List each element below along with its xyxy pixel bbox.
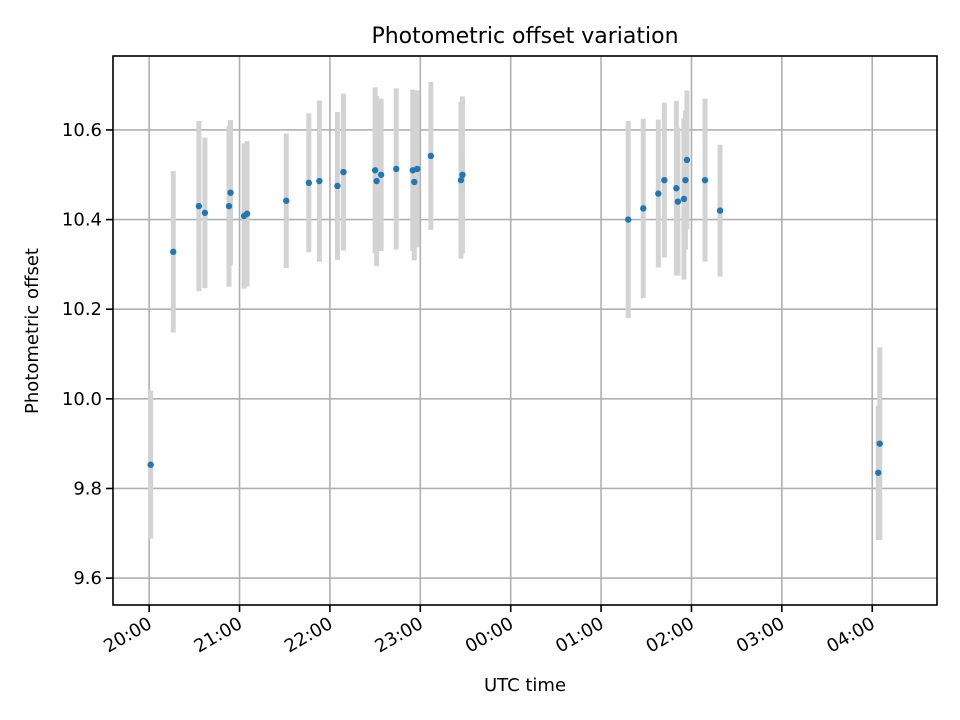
y-tick-label: 9.6: [73, 568, 102, 589]
data-point: [683, 156, 691, 164]
error-bars: [148, 81, 883, 541]
y-axis-ticks: 9.6 9.8 10.0 10.2 10.4 10.6: [62, 120, 113, 589]
x-tick-label: 03:00: [733, 613, 788, 657]
data-point: [373, 177, 380, 185]
data-point: [225, 202, 233, 210]
data-point: [170, 248, 177, 256]
data-point: [147, 461, 154, 468]
data-point: [624, 216, 632, 223]
data-point: [655, 190, 662, 197]
data-point: [195, 202, 203, 210]
x-tick-label: 23:00: [371, 613, 426, 657]
x-tick-label: 02:00: [643, 613, 698, 657]
data-point: [227, 189, 234, 196]
data-point: [414, 165, 421, 173]
data-point: [371, 167, 379, 174]
x-axis-label: UTC time: [484, 675, 566, 696]
x-tick-label: 01:00: [552, 613, 607, 657]
x-axis-ticks: 20:00 21:00 22:00 23:00 00:00 01:00 02:00 03:00…: [100, 605, 879, 657]
data-point: [457, 176, 465, 184]
y-tick-label: 10.4: [62, 210, 102, 231]
data-point: [459, 171, 466, 178]
data-point: [201, 209, 209, 217]
data-point: [673, 185, 680, 192]
data-point: [876, 440, 883, 447]
data-point: [243, 210, 251, 217]
data-point: [680, 195, 688, 203]
x-tick-label: 22:00: [281, 613, 336, 657]
x-tick-label: 21:00: [191, 613, 246, 657]
data-point: [377, 171, 385, 178]
data-point: [716, 207, 724, 214]
data-point: [305, 179, 313, 187]
data-point: [875, 469, 882, 476]
data-point: [340, 168, 347, 176]
data-point: [640, 205, 647, 212]
y-tick-label: 10.0: [62, 389, 102, 410]
y-axis-label: Photometric offset: [22, 248, 43, 414]
data-point: [661, 176, 668, 184]
data-point: [674, 198, 682, 205]
y-tick-label: 10.2: [62, 299, 102, 320]
grid-lines: [113, 56, 937, 605]
data-point: [701, 176, 709, 184]
data-point: [283, 197, 290, 204]
data-point: [682, 176, 689, 184]
data-point: [334, 182, 341, 190]
y-tick-label: 9.8: [73, 478, 102, 499]
y-tick-label: 10.6: [62, 120, 102, 141]
data-points: [147, 152, 883, 476]
chart-title: Photometric offset variation: [371, 24, 678, 49]
data-point: [411, 178, 418, 186]
x-tick-label: 04:00: [823, 613, 878, 657]
data-point: [316, 177, 323, 185]
x-tick-label: 20:00: [100, 613, 155, 657]
plot-frame: [112, 55, 938, 606]
data-point: [393, 165, 400, 173]
data-point: [427, 152, 435, 160]
x-tick-label: 00:00: [462, 613, 517, 657]
